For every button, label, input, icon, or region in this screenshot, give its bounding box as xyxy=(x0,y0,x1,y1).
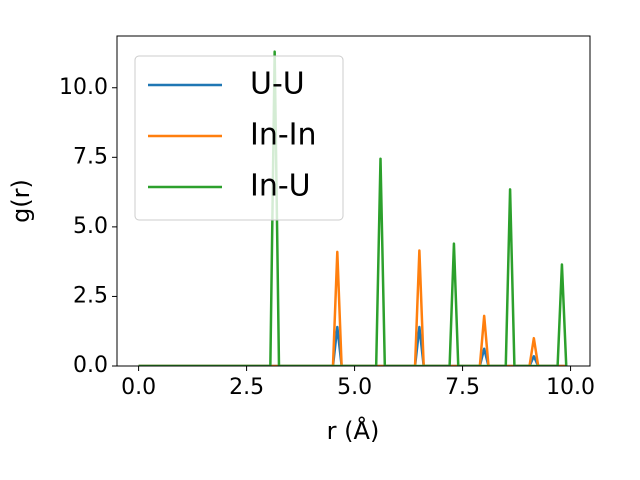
y-tick-label: 0.0 xyxy=(73,353,108,378)
y-axis-label: g(r) xyxy=(7,179,35,223)
series-line xyxy=(138,325,567,366)
y-tick-label: 2.5 xyxy=(73,283,108,308)
x-tick-label: 7.5 xyxy=(445,375,480,400)
series-line xyxy=(138,249,567,366)
legend-label: In-U xyxy=(250,169,311,204)
y-tick-label: 10.0 xyxy=(59,75,108,100)
x-tick-label: 5.0 xyxy=(337,375,372,400)
x-tick-label: 0.0 xyxy=(121,375,156,400)
x-axis-label: r (Å) xyxy=(327,416,380,445)
series-line xyxy=(138,50,568,366)
y-tick-label: 7.5 xyxy=(73,144,108,169)
legend-label: In-In xyxy=(250,118,317,153)
legend-label: U-U xyxy=(250,67,305,102)
legend-box xyxy=(134,55,344,221)
plot-frame xyxy=(116,35,591,367)
x-tick-label: 2.5 xyxy=(229,375,264,400)
y-tick-label: 5.0 xyxy=(73,214,108,239)
x-tick-label: 10.0 xyxy=(546,375,595,400)
